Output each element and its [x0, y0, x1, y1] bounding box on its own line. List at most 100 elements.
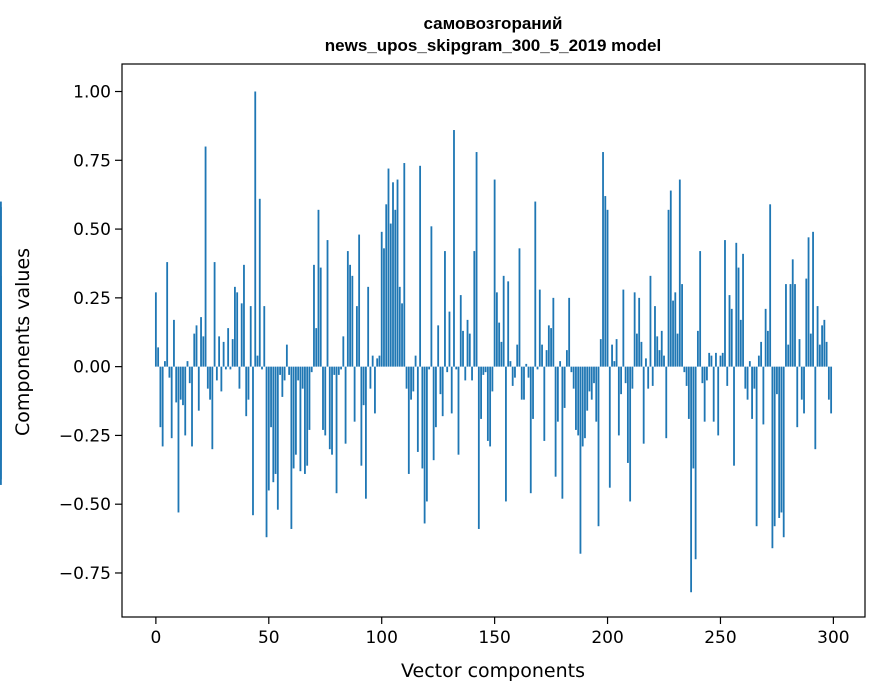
- bar: [471, 366, 473, 381]
- bar: [789, 284, 792, 367]
- bar: [584, 366, 586, 439]
- bar: [430, 226, 433, 367]
- bar: [568, 297, 571, 367]
- bar: [369, 366, 372, 389]
- bar: [748, 361, 751, 367]
- bar: [365, 366, 367, 499]
- x-tick-label: 300: [817, 628, 849, 648]
- bar: [509, 361, 512, 367]
- bar: [696, 330, 699, 367]
- bar: [733, 366, 735, 466]
- bar: [724, 240, 726, 367]
- bar: [794, 284, 796, 367]
- bar: [267, 366, 270, 491]
- bar: [245, 366, 248, 417]
- bar: [572, 366, 575, 389]
- bar: [744, 366, 747, 389]
- bar: [358, 234, 361, 367]
- bar: [527, 366, 530, 378]
- x-tick-label: 50: [258, 628, 280, 648]
- bar: [161, 366, 164, 447]
- bar: [827, 366, 830, 400]
- x-tick-label: 100: [365, 628, 397, 648]
- y-tick-label: −0.25: [59, 426, 111, 446]
- chart-title: самовозгораний: [424, 14, 563, 33]
- bar: [227, 328, 230, 367]
- bar: [179, 366, 182, 400]
- bar: [787, 344, 790, 367]
- bar: [685, 366, 688, 386]
- bar: [615, 339, 618, 367]
- bar: [710, 355, 713, 367]
- bar: [243, 264, 245, 367]
- bar: [663, 355, 665, 367]
- bar: [507, 281, 510, 367]
- bar: [389, 223, 392, 367]
- bar: [308, 366, 311, 430]
- bar: [270, 366, 272, 428]
- bar: [211, 366, 214, 450]
- bar: [154, 292, 157, 367]
- bar: [534, 201, 537, 367]
- bar: [448, 311, 451, 367]
- bar: [715, 352, 717, 367]
- bar: [326, 240, 329, 367]
- bar: [735, 242, 738, 367]
- bar: [188, 366, 191, 384]
- bar: [791, 259, 794, 367]
- bar: [229, 366, 232, 370]
- bar: [313, 264, 315, 367]
- bar: [579, 366, 582, 554]
- bar: [773, 366, 776, 527]
- bar: [681, 284, 683, 367]
- bar: [665, 366, 668, 439]
- bar: [344, 366, 347, 444]
- bar: [437, 325, 440, 367]
- bar: [288, 366, 291, 375]
- bar: [651, 366, 654, 386]
- bar: [588, 366, 591, 392]
- bar: [249, 306, 252, 367]
- bar: [182, 366, 184, 406]
- bar: [800, 366, 803, 400]
- bar: [676, 333, 679, 367]
- bar: [717, 366, 720, 436]
- bar: [529, 366, 532, 494]
- y-tick-label: 0.75: [73, 151, 111, 171]
- bar-series: [0, 91, 833, 593]
- bar: [342, 336, 345, 367]
- bar: [575, 366, 577, 430]
- bar: [197, 366, 200, 411]
- bar: [292, 366, 295, 469]
- bar: [523, 366, 525, 400]
- bar: [184, 366, 187, 436]
- bar: [315, 328, 318, 367]
- bar: [256, 355, 259, 367]
- bar: [484, 366, 487, 373]
- y-tick-label: 1.00: [73, 83, 111, 103]
- bar: [667, 209, 670, 367]
- bar: [543, 366, 546, 441]
- bar: [279, 366, 281, 375]
- bar: [554, 366, 557, 477]
- bar: [511, 366, 514, 386]
- bar: [565, 350, 568, 367]
- bar: [753, 366, 756, 389]
- bar: [383, 248, 385, 367]
- bar: [692, 366, 695, 469]
- bar: [500, 341, 503, 367]
- bar: [498, 322, 501, 367]
- bar: [620, 366, 622, 395]
- bar: [466, 319, 469, 367]
- bar: [186, 361, 189, 367]
- bar: [805, 278, 808, 367]
- bar: [441, 366, 444, 417]
- bar: [629, 366, 632, 502]
- y-tick-label: 0.00: [73, 358, 111, 378]
- bar: [482, 366, 485, 375]
- bar: [349, 264, 351, 367]
- bar: [599, 339, 602, 367]
- bar: [319, 267, 322, 367]
- bar: [281, 366, 284, 397]
- bar: [782, 366, 785, 538]
